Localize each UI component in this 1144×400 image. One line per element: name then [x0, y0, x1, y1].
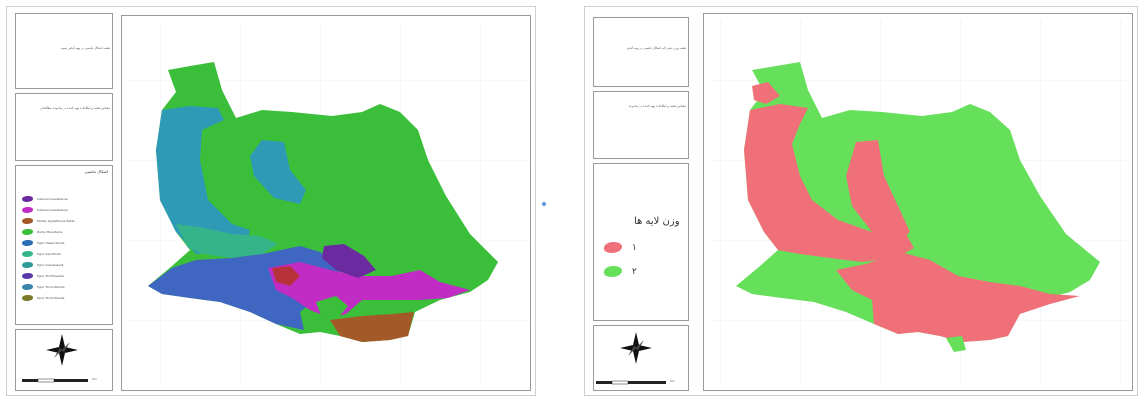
right-region-weight-1-south — [836, 252, 1080, 342]
left-legend-label: Mostly Gypsiferous fields — [37, 219, 75, 223]
left-legend-item: Mostly Gypsiferous fields — [22, 218, 75, 224]
right-map — [736, 62, 1100, 352]
legend-swatch — [22, 207, 33, 213]
left-map — [148, 62, 498, 342]
left-legend-label: Typic Haplocalcids — [37, 241, 65, 245]
legend-swatch-pink — [604, 242, 622, 253]
right-legend-item-2: ۲ — [604, 266, 637, 277]
right-scale-bar — [596, 380, 666, 385]
left-legend-item: Typic Salorthids — [22, 251, 61, 257]
left-legend-item: Calcisol Gravelstone — [22, 207, 68, 213]
left-subtitle-text: مقیاس نقشه و اطلاعات تهیه کننده در محدود… — [40, 106, 110, 110]
left-legend-label: Calcisol Gravelstone — [37, 208, 68, 212]
legend-swatch — [22, 240, 33, 246]
left-region-calcisol-purple — [322, 244, 376, 278]
right-region-weight-1-central — [846, 140, 910, 240]
left-subtitle-box: مقیاس نقشه و اطلاعات تهیه کننده در محدود… — [15, 93, 113, 161]
left-legend-label: Rocky Mountains — [37, 230, 63, 234]
left-region-salorthids — [176, 224, 278, 258]
left-legend-item: Rocky Mountains — [22, 229, 62, 235]
left-legend-label: Typic Gravelsandi — [37, 263, 64, 267]
legend-swatch — [22, 229, 33, 235]
legend-swatch — [22, 196, 33, 202]
left-region-torriorthents — [156, 106, 250, 254]
left-legend-label: Typic Torrifluvents — [37, 274, 64, 278]
left-region-gravelsandi — [250, 140, 306, 204]
left-title-text: نقشه اشکال تناسبی در پهنه آبخیز نمونه — [60, 46, 110, 50]
left-region-red-spot — [272, 266, 300, 286]
right-legend-item-1: ۱ — [604, 242, 637, 253]
left-legend-box: اشکال تناسبی Calcisol Gravelstone Calciso… — [15, 165, 113, 325]
left-legend-item: Typic Haplocalcids — [22, 240, 64, 246]
legend-swatch — [22, 295, 33, 301]
legend-swatch — [22, 262, 33, 268]
left-title-box: نقشه اشکال تناسبی در پهنه آبخیز نمونه — [15, 13, 113, 89]
left-legend-label: Calcisol Gravelstone — [37, 197, 68, 201]
right-legend-box: وزن لایه ها ۱ ۲ — [593, 163, 689, 321]
left-legend-label: Xeric Torriorthents — [37, 296, 65, 300]
legend-swatch-green — [604, 266, 622, 277]
right-legend-label-2: ۲ — [632, 266, 637, 277]
left-legend-title: اشکال تناسبی — [84, 169, 109, 174]
separator-dot — [542, 202, 546, 206]
left-scale-unit: Km — [92, 377, 97, 381]
right-title-text: نقشه وزن دهی لایه اشکال تناسبی در پهنه آ… — [626, 46, 686, 50]
left-region-rocky-small — [316, 296, 348, 318]
left-region-gypsiferous — [330, 312, 414, 342]
right-region-weight-2-south-spot — [946, 336, 966, 352]
right-scale-unit: Km — [670, 379, 675, 383]
left-legend-label: Typic Salorthids — [37, 252, 61, 256]
right-region-weight-1-west — [744, 104, 914, 262]
right-legend-label-1: ۱ — [632, 242, 637, 253]
left-legend-item: Calcisol Gravelstone — [22, 196, 68, 202]
left-legend-label: Typic Torriorthents — [37, 285, 65, 289]
legend-swatch — [22, 251, 33, 257]
left-legend-item: Typic Torrifluvents — [22, 273, 64, 279]
left-legend-item: Xeric Torriorthents — [22, 295, 64, 301]
legend-swatch — [22, 218, 33, 224]
right-compass — [620, 332, 652, 364]
legend-swatch — [22, 284, 33, 290]
right-region-weight-1-north — [752, 82, 780, 104]
left-legend-item: Typic Gravelsandi — [22, 262, 63, 268]
left-scale-bar — [22, 378, 88, 383]
right-title-box: نقشه وزن دهی لایه اشکال تناسبی در پهنه آ… — [593, 17, 689, 87]
left-compass — [46, 334, 78, 366]
right-subtitle-box: مقیاس نقشه و اطلاعات تهیه کننده در محدود… — [593, 91, 689, 159]
right-compass-box — [593, 325, 689, 391]
right-region-weight-2 — [736, 62, 1100, 342]
right-legend-title: وزن لایه ها — [634, 216, 680, 227]
legend-swatch — [22, 273, 33, 279]
right-subtitle-text: مقیاس نقشه و اطلاعات تهیه کننده در محدود… — [628, 104, 686, 108]
left-legend-item: Typic Torriorthents — [22, 284, 65, 290]
